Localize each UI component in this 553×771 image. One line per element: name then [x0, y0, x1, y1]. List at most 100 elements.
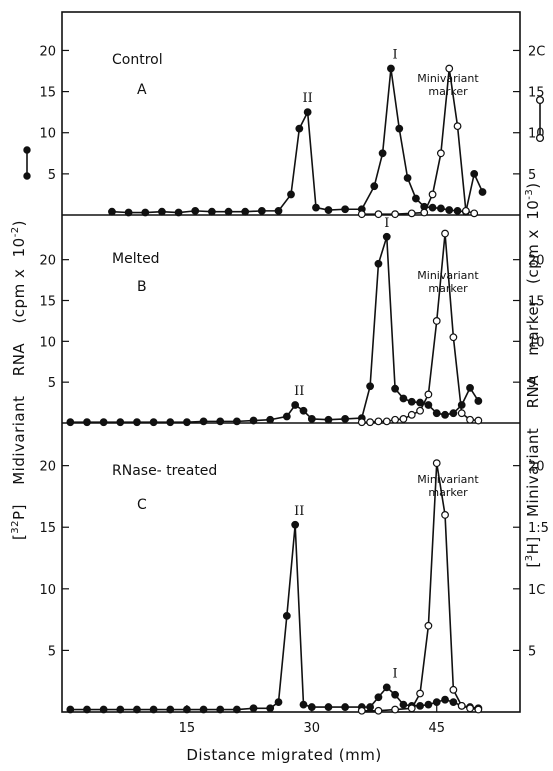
panel-name: RNase- treated [112, 463, 217, 479]
midivariant-point [341, 703, 350, 711]
right-y-tick-label: 5 [528, 376, 536, 391]
midivariant-point [282, 612, 291, 620]
minivariant-point [424, 390, 433, 399]
minivariant-point [445, 64, 454, 73]
marker-label-line2: marker [428, 282, 468, 295]
marker-label-line1: Minivariant [417, 269, 479, 282]
marker-label-line2: marker [428, 486, 468, 499]
midivariant-point [374, 259, 383, 268]
minivariant-point [391, 210, 399, 219]
midivariant-point [416, 701, 424, 710]
marker-label-line1: Minivariant [417, 473, 479, 486]
left-axis-units: ) [10, 220, 28, 226]
minivariant-point [432, 459, 441, 468]
midivariant-point [324, 703, 333, 711]
minivariant-point [399, 415, 408, 423]
left-y-tick-label: 20 [39, 254, 56, 269]
left-y-tick-label: 20 [39, 44, 56, 59]
midivariant-point [207, 207, 216, 216]
midivariant-point [399, 394, 408, 403]
marker-label-line1: Minivariant [417, 72, 479, 85]
right-y-tick-label: 5 [528, 168, 536, 183]
left-y-tick-label: 5 [48, 168, 56, 183]
minivariant-point [424, 621, 433, 630]
midivariant-point [183, 418, 191, 427]
midivariant-point [83, 705, 91, 714]
left-legend-dot [23, 146, 31, 154]
right-y-tick-label: 20 [528, 460, 545, 475]
midivariant-point [307, 415, 316, 423]
minivariant-point [453, 122, 462, 131]
midivariant-point [183, 705, 191, 714]
left-y-tick-label: 5 [48, 376, 56, 391]
left-y-tick-label: 5 [48, 644, 56, 659]
panel-letter: A [137, 82, 147, 98]
left-y-tick-label: 15 [39, 295, 56, 310]
minivariant-point [474, 416, 483, 425]
minivariant-point [457, 409, 466, 418]
midivariant-point [428, 203, 437, 212]
minivariant-point [357, 706, 366, 715]
midivariant-point [266, 704, 275, 713]
midivariant-point [382, 683, 391, 692]
left-y-tick-label: 10 [39, 335, 56, 350]
right-y-tick-label: 2C [528, 44, 545, 59]
chart-frame: 15 30 45 [61, 11, 521, 736]
right-axis-bracket: [ [524, 561, 542, 567]
minivariant-point [366, 418, 375, 427]
right-axis-word: marker [524, 299, 542, 361]
midivariant-point [387, 64, 395, 73]
midivariant-point [299, 700, 308, 709]
midivariant-point [291, 401, 300, 409]
midivariant-point [382, 232, 391, 241]
minivariant-point [457, 701, 466, 710]
left-y-tick-label: 15 [39, 521, 56, 536]
midivariant-point [99, 705, 108, 714]
midivariant-point [299, 406, 308, 415]
right-axis-isotope: H] [524, 536, 542, 554]
midivariant-point [399, 700, 408, 709]
right-legend-dot [535, 95, 545, 105]
right-y-tick-label: 10 [528, 335, 545, 350]
minivariant-point [432, 317, 441, 325]
panel-letter: B [137, 279, 147, 295]
midivariant-point [445, 206, 454, 214]
marker-label-line2: marker [428, 85, 468, 98]
minivariant-point [374, 417, 383, 426]
right-y-tick-label: 1C [528, 583, 545, 598]
midivariant-point [436, 204, 445, 213]
midivariant-point [291, 520, 300, 529]
peak-label: II [303, 91, 313, 106]
midivariant-point [470, 169, 479, 178]
peak-label: I [384, 216, 389, 231]
midivariant-point [478, 188, 487, 196]
midivariant-point [341, 205, 350, 214]
minivariant-point [357, 418, 366, 427]
midivariant-point [391, 690, 399, 699]
minivariant-point [474, 705, 483, 714]
midivariant-point [395, 124, 404, 133]
midivariant-point [424, 401, 433, 409]
right-axis-title: [3H] Minivariant RNA marker (cpm x 10-3) [524, 182, 542, 567]
minivariant-point [441, 229, 449, 238]
minivariant-point [391, 705, 399, 714]
midivariant-point [370, 182, 379, 191]
minivariant-point [374, 210, 383, 219]
midivariant-point [307, 703, 316, 711]
minivariant-point [428, 190, 437, 199]
x-tick-label: 30 [304, 721, 321, 736]
midivariant-point [99, 418, 108, 427]
minivariant-point [391, 415, 399, 424]
minivariant-point [436, 149, 445, 158]
minivariant-point [382, 417, 391, 426]
panel-letter: C [137, 497, 147, 513]
left-axis-word: RNA [10, 343, 28, 382]
minivariant-point [466, 704, 474, 713]
midivariant-point [287, 190, 295, 199]
right-y-tick-label: 20 [528, 254, 545, 269]
minivariant-point [441, 511, 449, 519]
midivariant-point [432, 698, 441, 707]
midivariant-point [66, 418, 75, 427]
